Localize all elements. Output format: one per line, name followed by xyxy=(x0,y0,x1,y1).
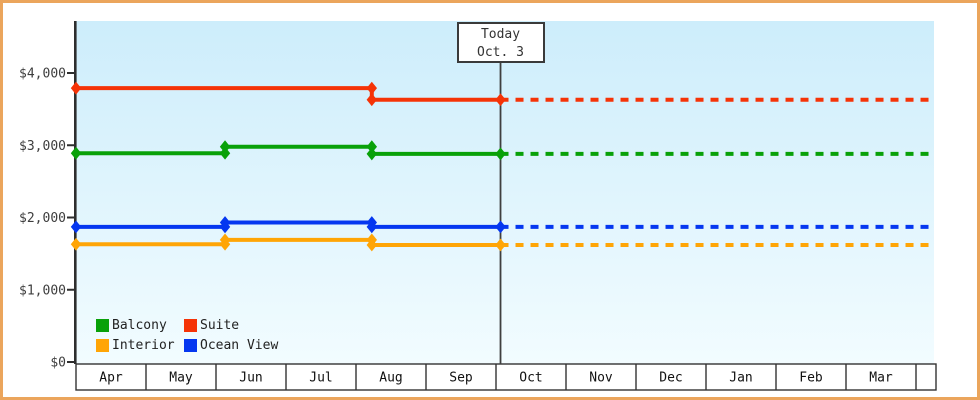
price-line xyxy=(76,220,501,229)
y-axis-label: $1,000 xyxy=(19,283,66,298)
month-label: Sep xyxy=(449,371,473,386)
y-axis-label: $4,000 xyxy=(19,67,66,82)
price-line xyxy=(76,144,501,156)
legend-item-suite: Suite xyxy=(184,318,278,333)
legend-swatch-ocean_view xyxy=(184,338,197,352)
series-balcony xyxy=(70,140,934,161)
price-marker xyxy=(366,220,378,234)
price-marker xyxy=(70,81,82,95)
legend: Balcony Suite Interior Ocean View xyxy=(96,315,278,355)
legend-label: Ocean View xyxy=(200,337,279,353)
today-flag-date: Oct. 3 xyxy=(477,45,524,60)
price-marker xyxy=(70,220,82,234)
series-suite xyxy=(70,81,934,107)
price-marker xyxy=(219,216,231,229)
today-flag: Today Oct. 3 xyxy=(456,22,545,63)
price-marker xyxy=(495,93,506,107)
legend-swatch-balcony xyxy=(96,318,109,332)
month-label: Feb xyxy=(799,371,823,386)
month-label: Aug xyxy=(379,371,402,386)
legend-item-balcony: Balcony xyxy=(96,318,184,333)
plot-background xyxy=(76,21,934,364)
month-label: Oct xyxy=(519,371,542,386)
legend-label: Suite xyxy=(200,317,240,333)
price-line xyxy=(76,237,501,247)
y-axis-line xyxy=(74,21,77,364)
legend-item-ocean-view: Ocean View xyxy=(184,338,278,353)
price-history-plot: Apr May Jun Jul Aug Sep Oct Nov Dec Jan Feb Mar $0 $1… xyxy=(19,21,937,391)
month-label: Mar xyxy=(869,371,893,386)
price-marker xyxy=(495,147,506,161)
price-marker xyxy=(495,220,506,234)
today-flag-title: Today xyxy=(480,27,521,42)
price-marker xyxy=(219,140,231,154)
price-marker xyxy=(366,147,378,161)
price-marker xyxy=(70,237,82,251)
price-marker xyxy=(219,146,231,160)
y-axis-label: $0 xyxy=(50,356,66,371)
price-marker xyxy=(219,233,231,247)
price-marker xyxy=(70,146,82,160)
price-marker xyxy=(366,140,378,154)
price-marker xyxy=(366,93,378,107)
month-label: Jan xyxy=(729,371,752,386)
month-axis-band xyxy=(75,363,937,391)
price-marker xyxy=(366,81,378,95)
legend-label: Interior xyxy=(112,337,175,353)
legend-swatch-suite xyxy=(184,318,197,332)
month-label: May xyxy=(169,371,193,386)
series-interior xyxy=(70,233,934,252)
month-label: Jun xyxy=(239,371,262,386)
price-marker xyxy=(366,238,378,252)
price-marker xyxy=(495,238,506,252)
month-label: Nov xyxy=(589,371,613,386)
y-axis-label: $3,000 xyxy=(19,139,66,154)
legend-swatch-interior xyxy=(96,338,109,352)
legend-item-interior: Interior xyxy=(96,338,184,353)
month-label: Jul xyxy=(309,371,332,386)
month-label: Apr xyxy=(99,371,123,386)
y-axis-label: $2,000 xyxy=(19,211,66,226)
month-label: Dec xyxy=(659,371,682,386)
legend-label: Balcony xyxy=(112,317,167,333)
series-ocean-view xyxy=(70,216,934,234)
